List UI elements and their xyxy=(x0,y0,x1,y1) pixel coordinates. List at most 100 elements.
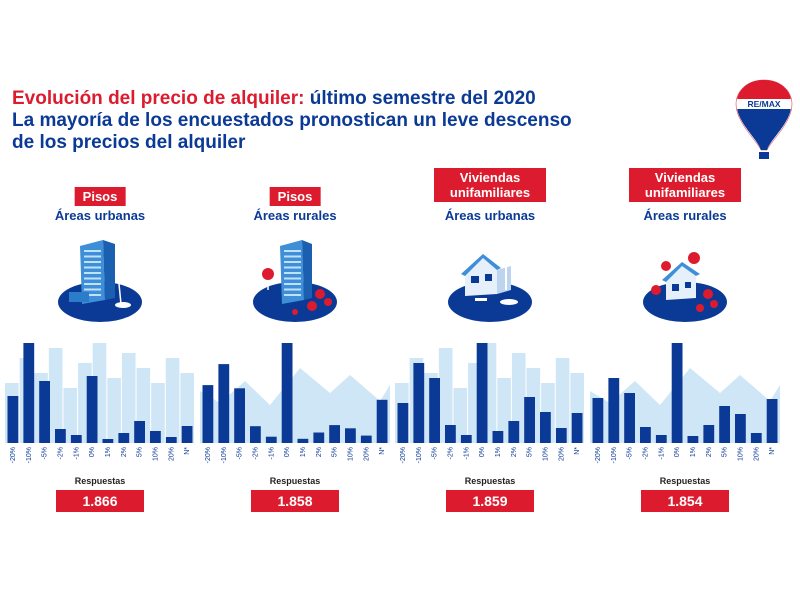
responses-count: 1.859 xyxy=(446,490,534,512)
bar xyxy=(571,413,583,443)
tick-label: -1% xyxy=(73,447,80,459)
title-highlight: Evolución del precio de alquiler: xyxy=(12,88,305,109)
bar xyxy=(540,412,551,443)
category-label: Viviendas unifamiliares xyxy=(629,168,741,202)
bar xyxy=(102,439,114,443)
tick-label: 1% xyxy=(495,447,502,457)
bar xyxy=(671,343,683,443)
bar xyxy=(118,433,130,443)
tick-label: -10% xyxy=(416,447,423,463)
tick-label: -1% xyxy=(658,447,665,459)
tick-label: 2% xyxy=(316,447,323,457)
tick-label: -20% xyxy=(10,447,17,463)
tick-label: 0% xyxy=(674,447,681,457)
bar xyxy=(608,378,620,443)
tick-label: 0% xyxy=(284,447,291,457)
bar xyxy=(329,425,340,443)
bar xyxy=(750,433,762,443)
tick-label: N* xyxy=(379,447,386,455)
tick-label: 5% xyxy=(722,447,729,457)
tick-label: -20% xyxy=(595,447,602,463)
bar xyxy=(202,385,214,443)
bar xyxy=(7,396,19,443)
tick-label: 2% xyxy=(511,447,518,457)
tick-label: 2% xyxy=(121,447,128,457)
panel-1: Pisos Áreas urbanas -20% -10% -5% -2% -1% 0% 1% 2… xyxy=(5,0,195,600)
bar xyxy=(445,425,456,443)
tick-label: -5% xyxy=(627,447,634,459)
area-label: Áreas rurales xyxy=(643,208,727,223)
bar xyxy=(23,343,35,443)
panel-3: Viviendas unifamiliares Áreas urbanas -20%… xyxy=(395,0,585,600)
panel-2: Pisos Áreas rurales -20% -10% -5% -2% -1% 0% 1% 2… xyxy=(200,0,390,600)
tick-label: -5% xyxy=(42,447,49,459)
tick-label: 10% xyxy=(737,447,744,461)
bar xyxy=(150,431,161,443)
bar xyxy=(234,388,245,443)
bar xyxy=(281,343,293,443)
tick-label: 20% xyxy=(753,447,760,461)
bar xyxy=(134,421,145,443)
title-line2: La mayoría de los encuestados pronostica… xyxy=(12,110,572,131)
bar xyxy=(555,428,567,443)
tick-label: 1% xyxy=(690,447,697,457)
bar xyxy=(70,435,82,443)
responses-label: Respuestas xyxy=(464,476,516,486)
tick-label: 20% xyxy=(558,447,565,461)
bar xyxy=(39,381,50,443)
bar xyxy=(766,399,778,443)
tick-label: 1% xyxy=(300,447,307,457)
urban-apartments-icon xyxy=(45,232,155,327)
balloon-logo-icon: RE/MAX xyxy=(735,79,793,159)
bar xyxy=(165,437,177,443)
area-label: Áreas urbanas xyxy=(444,208,536,223)
tick-label: N* xyxy=(184,447,191,455)
title-line3: de los precios del alquiler xyxy=(12,132,246,153)
tick-label: 2% xyxy=(706,447,713,457)
bar xyxy=(655,435,667,443)
bar xyxy=(413,363,425,443)
bar xyxy=(640,427,651,443)
area-label: Áreas rurales xyxy=(253,208,337,223)
bar xyxy=(86,376,98,443)
bar xyxy=(218,364,230,443)
tick-label: 10% xyxy=(347,447,354,461)
bar xyxy=(703,425,715,443)
bar xyxy=(735,414,746,443)
bar-chart: -20% -10% -5% -2% -1% 0% 1% 2% 5% 10% 20% N* xyxy=(590,343,780,463)
tick-label: -2% xyxy=(252,447,259,459)
page-title: Evolución del precio de alquiler: último… xyxy=(12,88,652,154)
responses-count: 1.866 xyxy=(56,490,144,512)
bar xyxy=(476,343,488,443)
bar xyxy=(181,426,193,443)
bar xyxy=(376,399,388,443)
bar-chart: -20% -10% -5% -2% -1% 0% 1% 2% 5% 10% 20% N* xyxy=(200,343,390,463)
tick-label: 10% xyxy=(542,447,549,461)
tick-label: -2% xyxy=(447,447,454,459)
bar xyxy=(265,436,277,443)
bar xyxy=(345,428,356,443)
tick-label: 20% xyxy=(168,447,175,461)
responses-count: 1.858 xyxy=(251,490,339,512)
bar xyxy=(460,435,472,443)
bar-chart: -20% -10% -5% -2% -1% 0% 1% 2% 5% 10% 20% N* xyxy=(395,343,584,463)
urban-house-icon xyxy=(435,232,545,327)
bar xyxy=(508,421,520,443)
tick-label: -10% xyxy=(26,447,33,463)
tick-label: 1% xyxy=(105,447,112,457)
logo-text: RE/MAX xyxy=(747,99,780,109)
bar xyxy=(397,403,409,443)
tick-label: -2% xyxy=(642,447,649,459)
tick-label: N* xyxy=(769,447,776,455)
tick-label: 5% xyxy=(137,447,144,457)
bar xyxy=(55,429,66,443)
responses-label: Respuestas xyxy=(269,476,321,486)
bar xyxy=(524,397,535,443)
tick-label: -10% xyxy=(221,447,228,463)
tick-label: 20% xyxy=(363,447,370,461)
responses-label: Respuestas xyxy=(659,476,711,486)
rural-house-icon xyxy=(630,232,740,327)
bar-chart: -20% -10% -5% -2% -1% 0% 1% 2% 5% 10% 20% N* xyxy=(5,343,194,463)
bar xyxy=(687,436,699,443)
tick-label: -1% xyxy=(463,447,470,459)
